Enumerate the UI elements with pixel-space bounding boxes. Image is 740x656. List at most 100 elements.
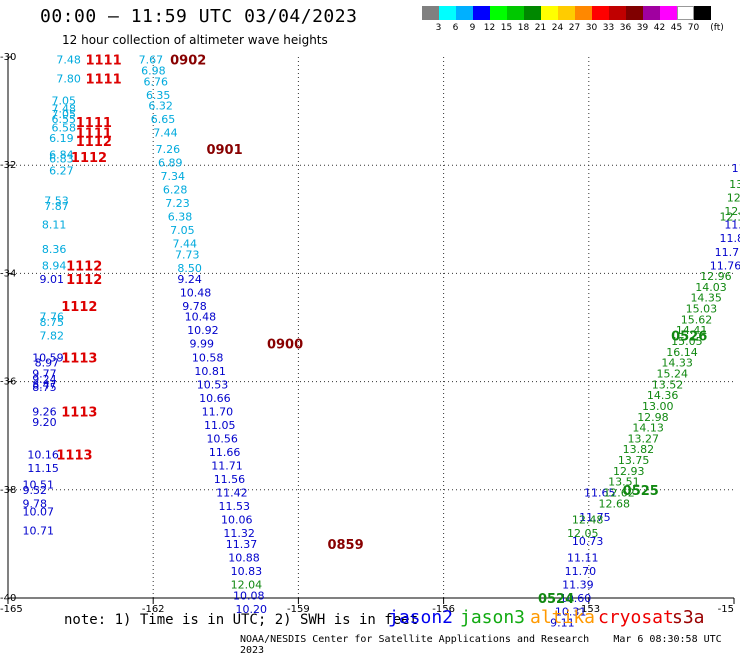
wave-height-value: 9.01 [39,273,64,286]
wave-height-value: 6.32 [148,100,173,113]
wave-height-value: 11.11 [567,551,599,564]
legend-label: 33 [602,23,615,33]
wave-height-value: 10.66 [199,392,231,405]
wave-height-value: 11.56 [214,473,246,486]
wave-height-value: 9.26 [32,405,57,418]
footer-note: note: 1) Time is in UTC; 2) SWH is in fe… [64,612,419,628]
wave-height-value: 7.26 [156,143,181,156]
wave-height-value: 13.52 [652,378,684,391]
wave-height-value: 10.60 [560,592,592,605]
pass-time-label: 0525 [623,484,659,499]
wave-height-value: 11.66 [209,446,241,459]
wave-height-value: 11.39 [562,578,594,591]
footer-credit: NOAA/NESDIS Center for Satellite Applica… [240,634,740,656]
legend-label: 42 [653,23,666,33]
wave-height-value: 11 [732,162,740,175]
wave-height-value: 7.44 [173,238,198,251]
wave-height-value: 10.51 [23,478,55,491]
wave-height-value: 6.58 [52,121,76,134]
wave-height-value: 6.35 [146,89,171,102]
wave-height-value: 10.71 [23,524,55,537]
wave-height-value: 12.7 [727,192,740,205]
pass-time-label: 1111 [76,116,112,131]
legend-swatch [524,6,541,20]
wave-height-value: 9.78 [182,300,207,313]
x-tick-label: -162 [142,604,165,615]
wave-height-value: 10.53 [197,378,229,391]
wave-height-value: 9.24 [32,373,57,386]
wave-height-value: 15.05 [671,335,703,348]
pass-time-label: 1113 [61,405,97,420]
wave-height-value: 13.51 [608,476,640,489]
wave-height-value: 7.44 [153,127,178,140]
wave-height-value: 9.52 [23,484,48,497]
wave-height-value: 14.41 [676,324,708,337]
legend-swatch [507,6,524,20]
wave-height-value: 9.78 [23,497,48,510]
wave-height-value: 8.47 [32,378,57,391]
wave-height-value: 8.75 [32,381,57,394]
x-tick-label: -165 [0,604,23,615]
legend-label: 21 [534,23,547,33]
wave-height-value: 14.35 [690,292,722,305]
legend-label: 39 [636,23,649,33]
wave-height-value: 10.73 [572,535,604,548]
y-tick-label: -34 [0,268,16,279]
wave-height-value: 11.53 [219,500,251,513]
wave-height-value: 10.07 [23,505,55,518]
legend-label: 15 [500,23,513,33]
wave-height-value: 11.73 [724,219,740,232]
wave-height-value: 11.71 [211,459,243,472]
wave-height-value: 6.84 [49,148,74,161]
pass-time-label: 1112 [76,135,112,150]
pass-time-label: 1112 [66,273,102,288]
legend-swatch [558,6,575,20]
wave-height-value: 8.36 [42,243,67,256]
wave-height-value: 11.65 [584,487,616,500]
pass-time-label: 1111 [85,54,121,69]
wave-height-value: 6.27 [49,165,74,178]
x-tick-label: -15 [718,604,734,615]
wave-height-value: 14.03 [695,281,727,294]
wave-height-value: 7.76 [39,311,64,324]
wave-height-value: 10.88 [228,551,260,564]
wave-height-value: 7.05 [52,94,76,107]
page-title: 00:00 – 11:59 UTC 03/04/2023 [40,6,358,27]
wave-height-value: 12.48 [572,514,604,527]
wave-height-value: 6.38 [168,211,193,224]
pass-time-label: 0900 [267,338,303,353]
wave-height-value: 11.32 [223,527,255,540]
y-tick-label: -30 [0,52,16,63]
credit-text: NOAA/NESDIS Center for Satellite Applica… [240,634,590,645]
legend-swatch [490,6,507,20]
pass-time-label: 1113 [61,351,97,366]
wave-height-value: 8.97 [35,357,60,370]
wave-height-value: 7.23 [165,197,190,210]
x-tick-label: -156 [432,604,455,615]
wave-height-value: 13.1 [729,178,740,191]
wave-height-value: 12.05 [567,527,599,540]
wave-height-value: 7.05 [170,224,195,237]
wave-height-value: 7.05 [52,108,76,121]
wave-height-value: 6.98 [141,65,166,78]
wave-height-value: 6.89 [158,156,183,169]
wave-height-value: 13.75 [618,454,650,467]
wave-height-value: 10.83 [231,565,263,578]
legend-swatch [626,6,643,20]
satellite-label-jason2: jason2 [388,607,454,628]
wave-height-value: 10.56 [206,432,238,445]
wave-height-value: 10.08 [233,589,265,602]
y-tick-label: -36 [0,377,16,388]
wave-height-value: 6.83 [49,153,74,166]
legend-label: 70 [687,23,700,33]
legend-swatch [609,6,626,20]
wave-height-value: 7.53 [44,194,69,207]
wave-height-value: 7.34 [160,170,185,183]
wave-height-value: 12.39 [724,205,740,218]
wave-height-value: 6.55 [52,113,76,126]
wave-height-value: 12.62 [603,487,635,500]
wave-height-value: 12.96 [700,270,732,283]
pass-time-label: 1112 [71,151,107,166]
wave-height-value: 10.58 [192,351,224,364]
pass-time-label: 1111 [85,73,121,88]
